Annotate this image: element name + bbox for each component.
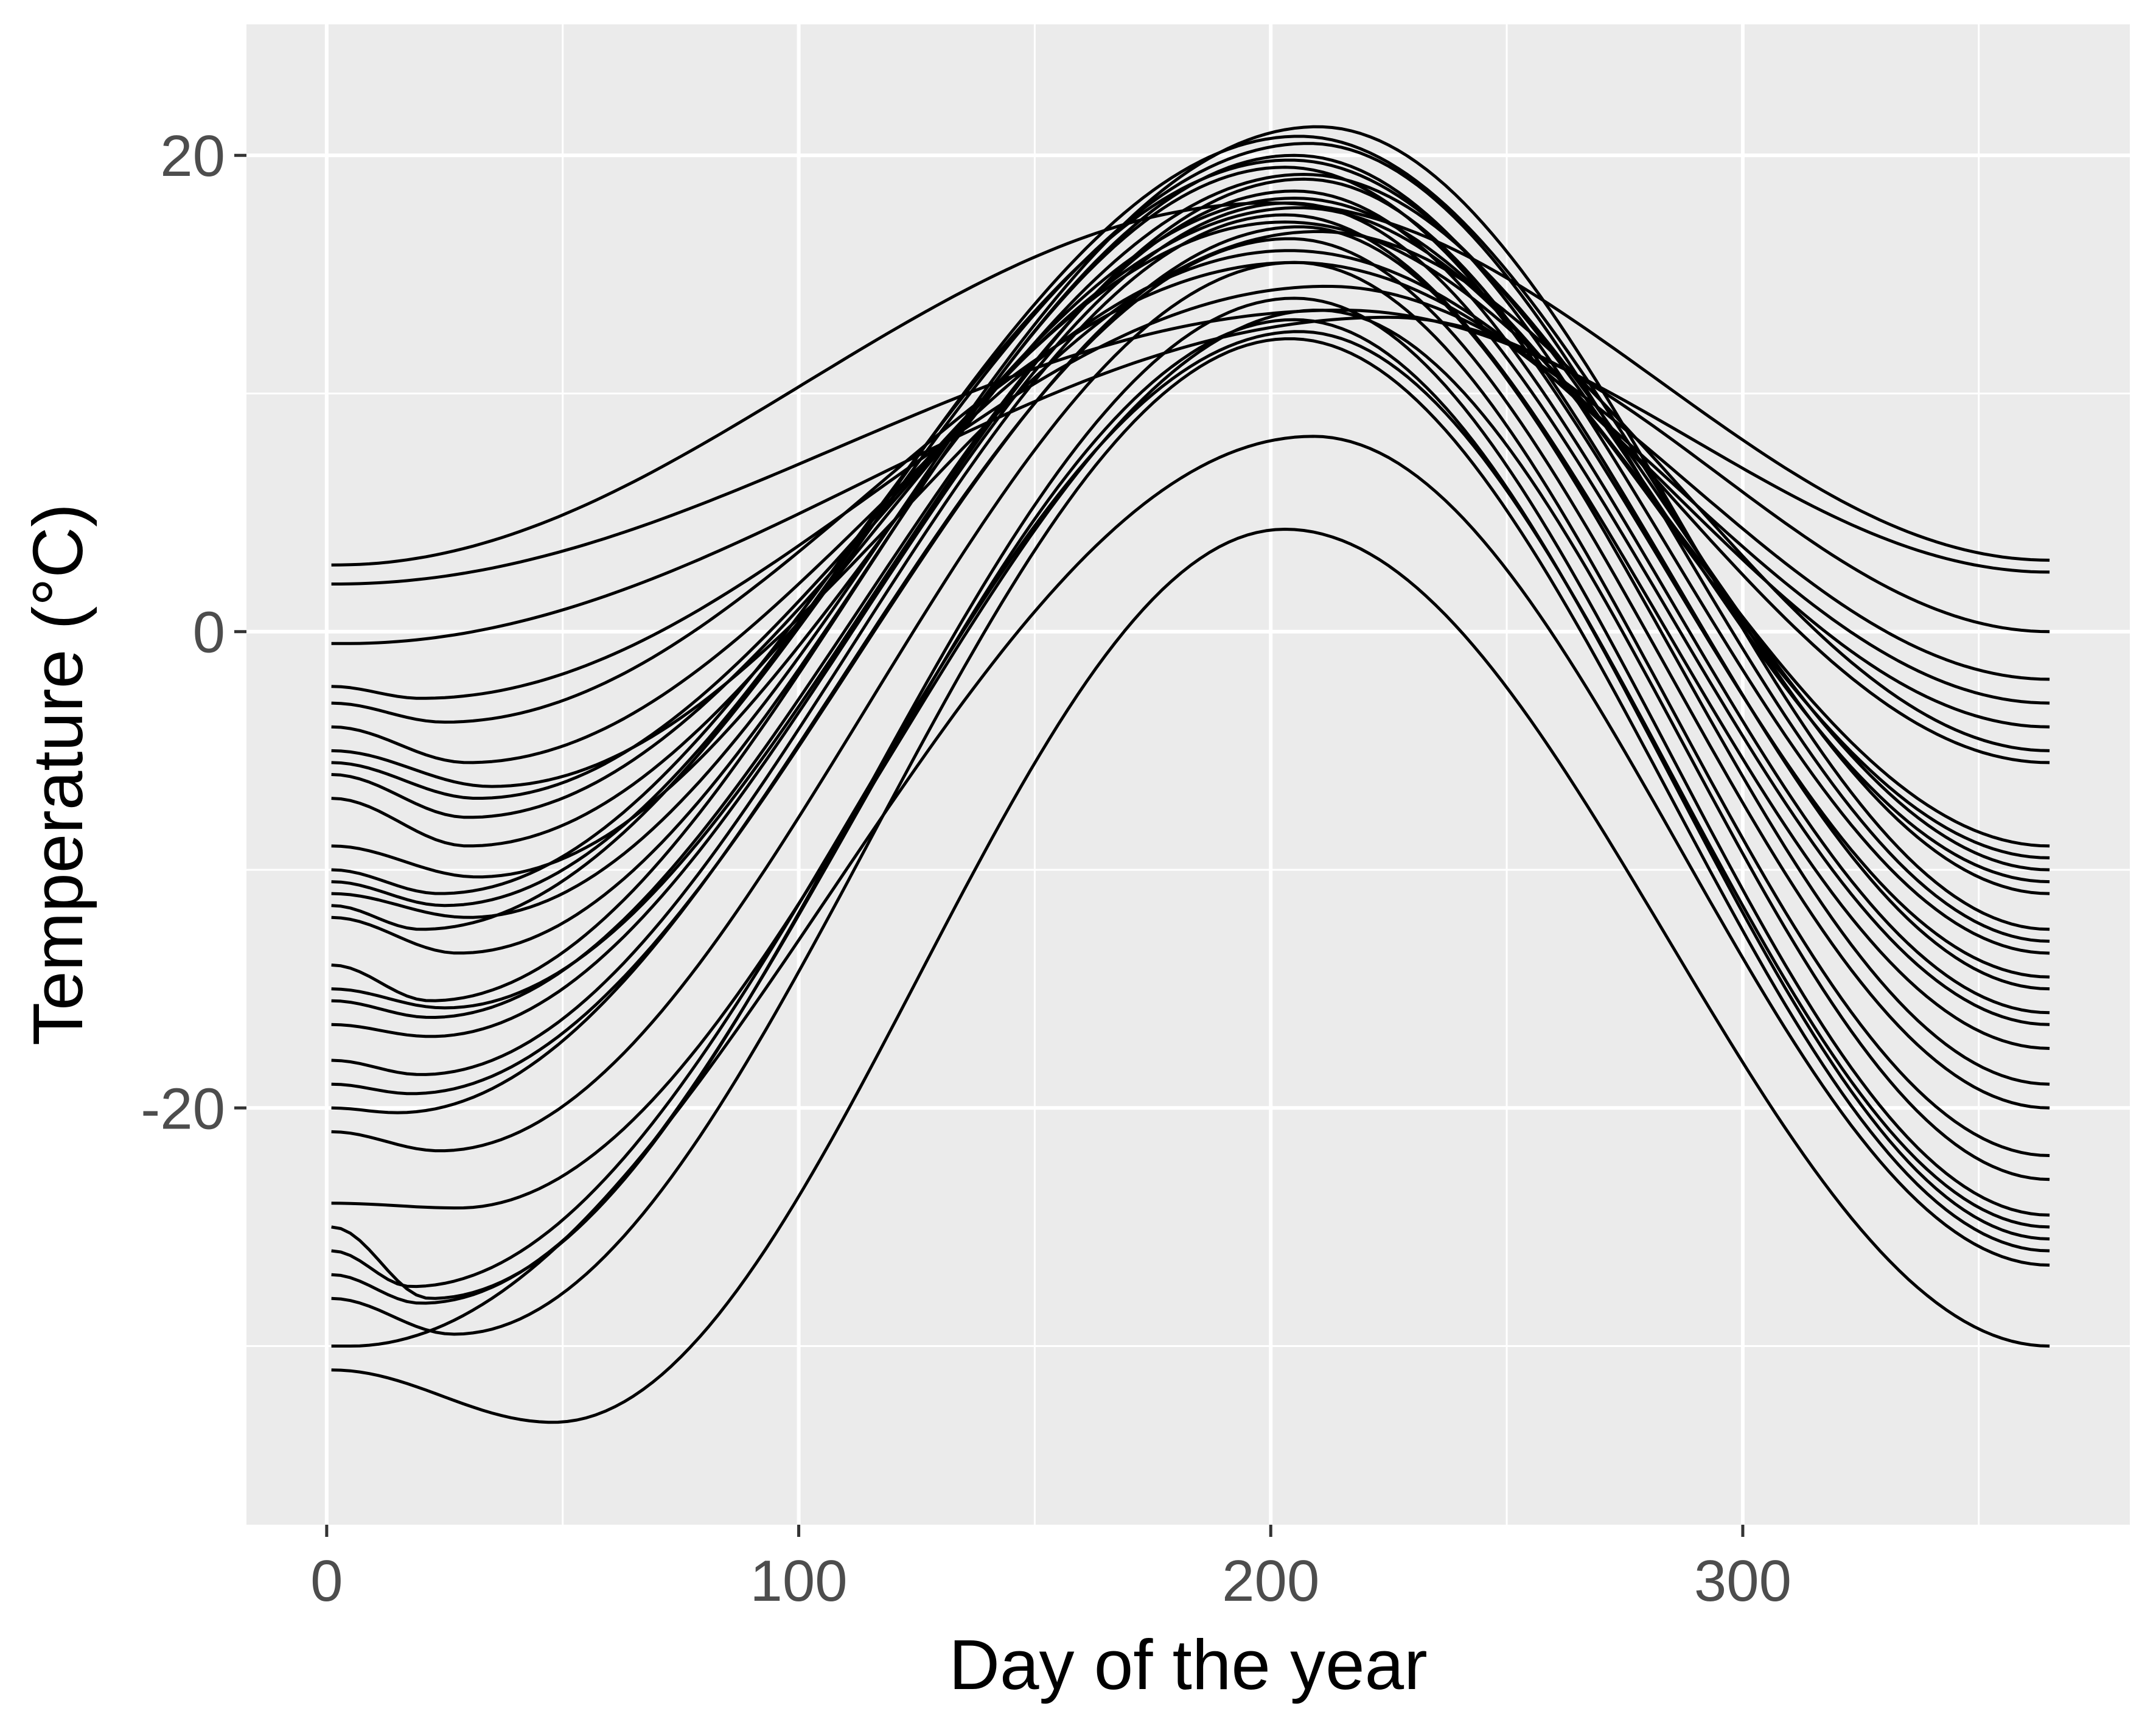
series-line-27 <box>331 261 2050 724</box>
x-tick-label: 300 <box>1694 1548 1791 1614</box>
series-line-1 <box>331 528 2050 1424</box>
series-line-7 <box>331 309 2050 1210</box>
series-lines <box>331 125 2050 1424</box>
series-line-31 <box>331 201 2050 567</box>
plot-panel <box>246 24 2130 1525</box>
series-line-13 <box>331 189 2050 1019</box>
x-tick-label: 0 <box>310 1548 343 1614</box>
series-line-20 <box>331 158 2050 895</box>
series-line-3 <box>331 337 2050 1336</box>
series-line-15 <box>331 166 2050 1002</box>
y-tick-label: -20 <box>141 1076 225 1141</box>
y-tick-label: 20 <box>160 124 225 189</box>
y-axis: -20 0 20 <box>141 124 246 1141</box>
series-line-21 <box>331 173 2050 879</box>
series-line-26 <box>331 249 2050 764</box>
series-line-6 <box>331 296 2050 1300</box>
x-tick-label: 100 <box>750 1548 847 1614</box>
series-line-17 <box>331 142 2050 943</box>
series-line-22 <box>331 197 2050 859</box>
series-line-23 <box>331 206 2050 848</box>
series-line-30 <box>331 309 2050 586</box>
series-line-18 <box>331 125 2050 931</box>
x-axis-title: Day of the year <box>949 1625 1428 1704</box>
series-line-28 <box>331 284 2050 700</box>
series-line-5 <box>331 330 2050 1289</box>
series-line-8 <box>331 261 2050 1157</box>
y-axis-title: Temperature (°C) <box>18 503 97 1046</box>
series-line-12 <box>331 201 2050 1038</box>
x-tick-label: 200 <box>1222 1548 1319 1614</box>
x-axis: 0 100 200 300 <box>310 1525 1791 1614</box>
y-tick-label: 0 <box>193 600 225 665</box>
series-line-10 <box>331 225 2050 1096</box>
series-line-29 <box>331 315 2050 645</box>
